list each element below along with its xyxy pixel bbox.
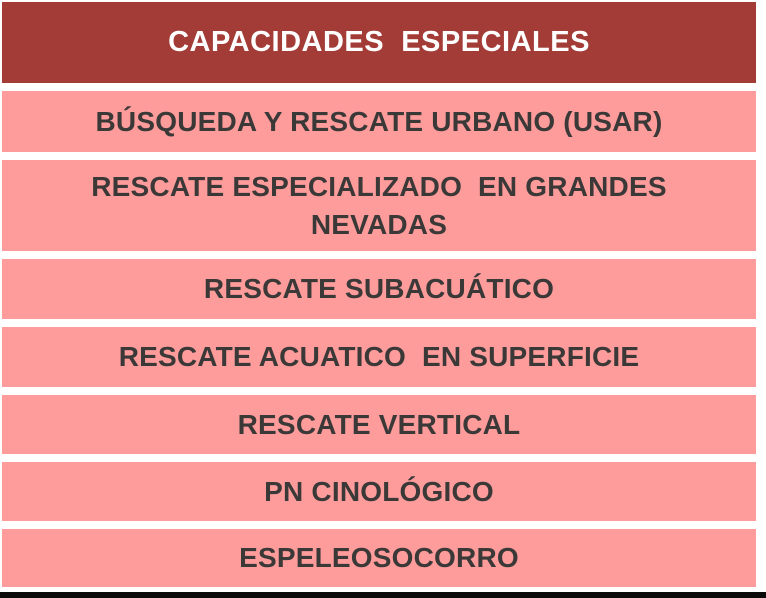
table-row-pn-cinologico: PN CINOLÓGICO: [2, 462, 756, 521]
table-row-rescate-acuatico-superficie: RESCATE ACUATICO EN SUPERFICIE: [2, 327, 756, 387]
table-row-espeleosocorro: ESPELEOSOCORRO: [2, 529, 756, 587]
table-row-rescate-vertical: RESCATE VERTICAL: [2, 395, 756, 454]
row-label: RESCATE ACUATICO EN SUPERFICIE: [118, 341, 640, 372]
row-label-line-1: RESCATE ESPECIALIZADO EN GRANDES: [91, 170, 667, 202]
row-label: PN CINOLÓGICO: [264, 475, 494, 507]
row-label: ESPELEOSOCORRO: [239, 542, 519, 573]
table-row-rescate-subacuatico: RESCATE SUBACUÁTICO: [2, 259, 756, 319]
table-row-busqueda-rescate-urbano: BÚSQUEDA Y RESCATE URBANO (USAR): [2, 91, 756, 152]
row-label-line-2: NEVADAS: [310, 208, 448, 240]
bottom-border-bar: [0, 592, 766, 598]
table-header: CAPACIDADES ESPECIALES: [2, 2, 756, 83]
row-label: BÚSQUEDA Y RESCATE URBANO (USAR): [95, 105, 663, 137]
table-row-rescate-grandes-nevadas: RESCATE ESPECIALIZADO EN GRANDES NEVADAS: [2, 160, 756, 251]
row-label: RESCATE SUBACUÁTICO: [203, 273, 555, 304]
row-label: RESCATE VERTICAL: [237, 408, 521, 440]
table-header-title: CAPACIDADES ESPECIALES: [168, 26, 590, 58]
